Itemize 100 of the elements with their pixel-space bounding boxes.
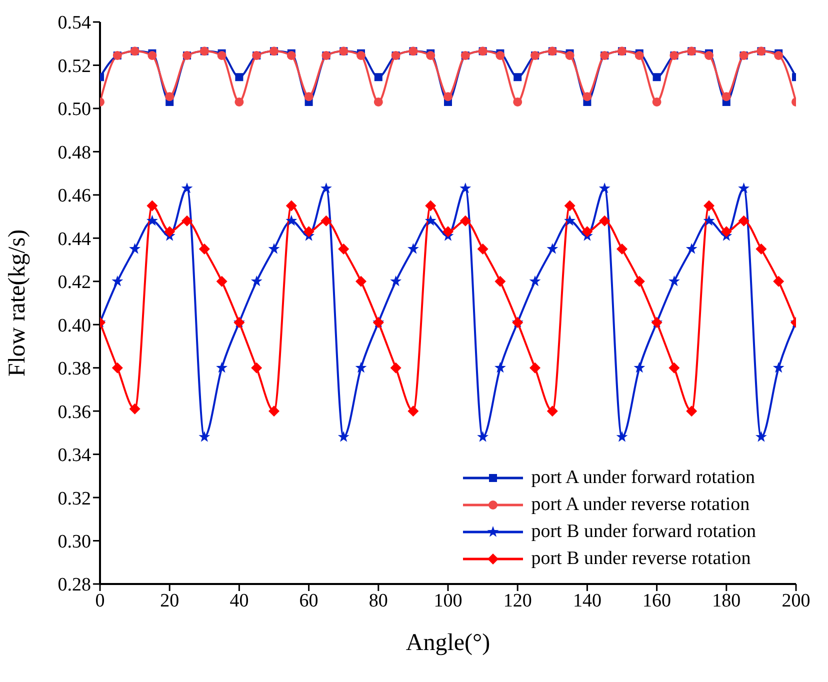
point bbox=[652, 73, 661, 82]
point bbox=[146, 200, 158, 212]
point bbox=[565, 51, 574, 60]
x-tick-label: 200 bbox=[782, 590, 810, 612]
point bbox=[251, 362, 262, 374]
y-tick-label: 0.34 bbox=[58, 445, 92, 466]
point bbox=[598, 182, 610, 194]
point bbox=[165, 92, 174, 102]
point bbox=[286, 51, 296, 60]
point bbox=[374, 97, 383, 106]
point bbox=[616, 243, 628, 254]
point bbox=[390, 362, 402, 374]
point bbox=[686, 242, 698, 254]
y-axis-title: Flow rate(kg/s) bbox=[4, 229, 31, 377]
legend-label: port A under reverse rotation bbox=[531, 494, 750, 516]
point bbox=[198, 431, 210, 442]
point bbox=[408, 406, 419, 417]
y-tick-label: 0.28 bbox=[58, 574, 91, 596]
point bbox=[286, 200, 297, 212]
point bbox=[496, 51, 505, 60]
point bbox=[494, 276, 506, 287]
point bbox=[477, 243, 488, 254]
point bbox=[703, 214, 715, 226]
point bbox=[216, 362, 228, 373]
x-tick-label: 100 bbox=[434, 590, 462, 612]
x-tick-label: 140 bbox=[572, 590, 602, 612]
point bbox=[652, 97, 662, 106]
point bbox=[582, 92, 592, 102]
point bbox=[112, 362, 123, 374]
point bbox=[407, 242, 419, 254]
y-tick-label: 0.52 bbox=[58, 56, 91, 77]
point bbox=[546, 242, 558, 254]
point bbox=[738, 182, 750, 194]
point bbox=[129, 242, 141, 254]
y-tick-label: 0.36 bbox=[58, 402, 91, 423]
point bbox=[217, 51, 226, 60]
point bbox=[146, 214, 158, 226]
point bbox=[444, 92, 452, 102]
point bbox=[234, 97, 244, 106]
point bbox=[148, 51, 157, 60]
point bbox=[250, 275, 262, 286]
point bbox=[529, 275, 541, 286]
point bbox=[738, 215, 750, 226]
point bbox=[268, 406, 280, 417]
point bbox=[304, 92, 314, 102]
legend-label: port B under forward rotation bbox=[531, 520, 756, 542]
point bbox=[129, 403, 140, 414]
y-tick-label: 0.48 bbox=[58, 142, 91, 164]
point bbox=[494, 362, 506, 373]
point bbox=[425, 200, 436, 212]
point bbox=[599, 215, 610, 226]
point bbox=[216, 276, 228, 287]
point bbox=[668, 275, 680, 286]
point bbox=[720, 226, 732, 238]
point bbox=[773, 276, 784, 287]
point bbox=[564, 200, 576, 212]
point bbox=[616, 431, 628, 442]
point bbox=[564, 214, 576, 226]
point bbox=[634, 51, 644, 60]
point bbox=[530, 362, 540, 374]
point bbox=[182, 215, 192, 226]
point bbox=[582, 226, 593, 238]
point bbox=[374, 73, 382, 82]
x-tick-label: 60 bbox=[299, 590, 318, 612]
y-tick-label: 0.46 bbox=[58, 186, 91, 207]
point bbox=[634, 276, 645, 287]
point bbox=[772, 362, 784, 373]
point bbox=[356, 51, 366, 60]
y-tick-label: 0.44 bbox=[58, 228, 92, 250]
x-tick-label: 160 bbox=[642, 590, 672, 612]
y-tick-label: 0.40 bbox=[58, 315, 91, 336]
point bbox=[686, 406, 698, 417]
point bbox=[286, 214, 298, 226]
point bbox=[424, 214, 436, 226]
y-tick-label: 0.30 bbox=[58, 532, 91, 553]
point bbox=[514, 73, 522, 82]
point bbox=[722, 92, 731, 102]
x-tick-label: 0 bbox=[95, 590, 105, 612]
point bbox=[460, 215, 471, 226]
point bbox=[303, 226, 314, 238]
point bbox=[668, 362, 680, 374]
point bbox=[268, 242, 280, 254]
point bbox=[338, 431, 350, 442]
point bbox=[320, 182, 332, 194]
point bbox=[477, 431, 489, 442]
x-tick-label: 40 bbox=[230, 590, 249, 612]
y-tick-label: 0.38 bbox=[58, 358, 91, 380]
y-tick-label: 0.50 bbox=[58, 99, 91, 120]
point bbox=[198, 243, 210, 254]
point bbox=[704, 200, 714, 212]
point bbox=[460, 182, 472, 194]
point bbox=[235, 73, 244, 82]
legend-label: port A under forward rotation bbox=[531, 466, 755, 488]
legend-label: port B under reverse rotation bbox=[531, 548, 751, 570]
point bbox=[355, 362, 367, 373]
point bbox=[426, 51, 436, 60]
x-tick-label: 180 bbox=[712, 590, 741, 612]
point bbox=[112, 275, 124, 286]
point bbox=[356, 276, 366, 287]
y-tick-label: 0.42 bbox=[58, 272, 91, 294]
